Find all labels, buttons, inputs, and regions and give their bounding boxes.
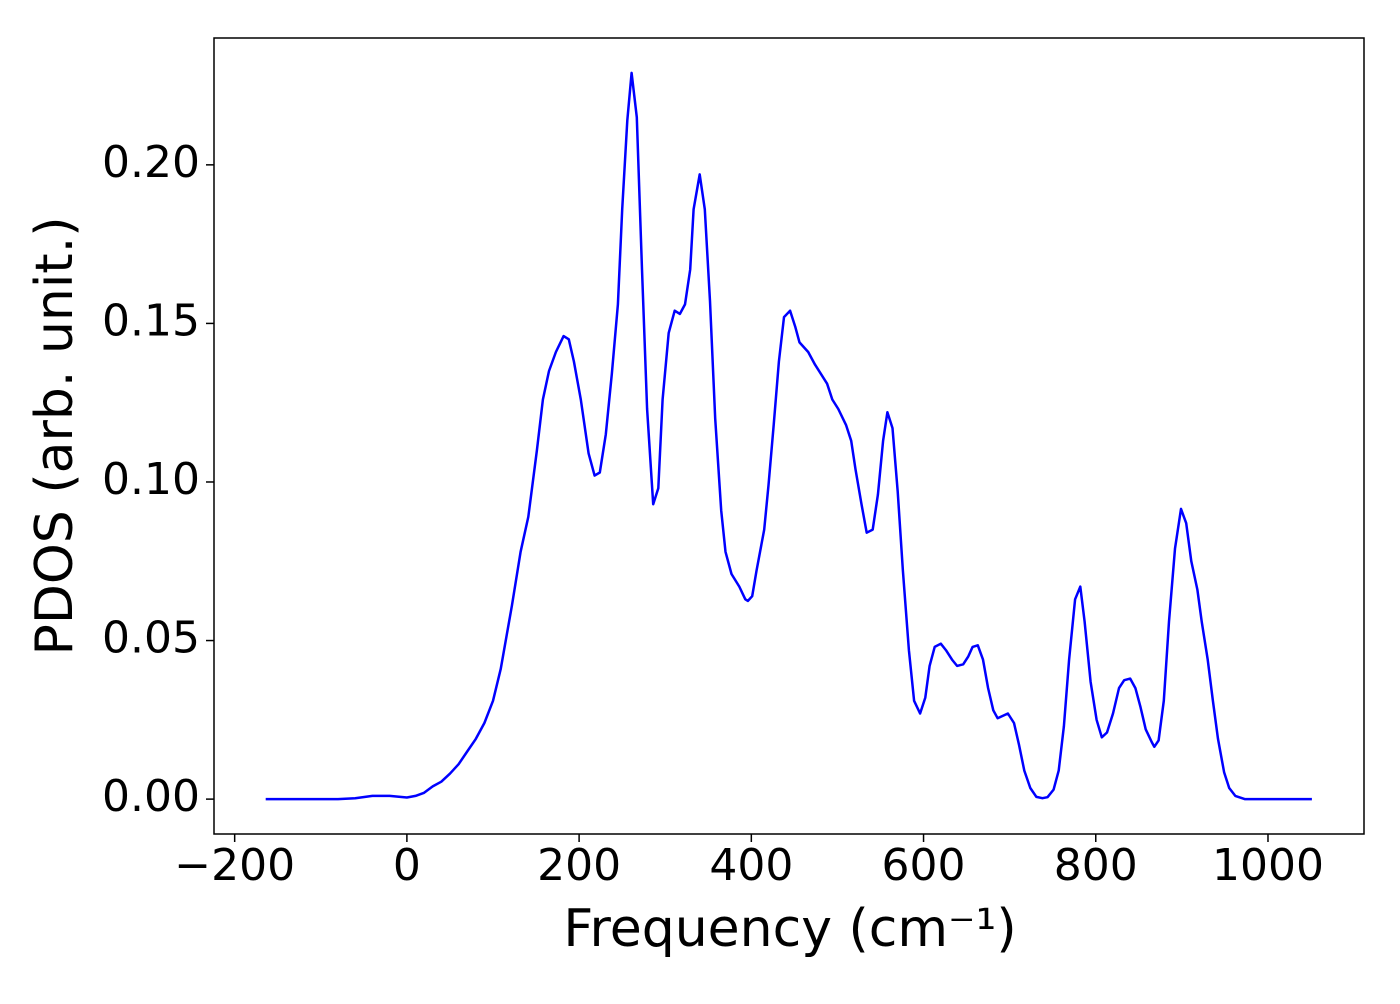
x-tick-label: 400 [709,840,793,891]
y-tick-label: 0.10 [102,454,200,505]
x-tick-label: 1000 [1212,840,1324,891]
x-tick-label: 600 [882,840,966,891]
y-axis-label: PDOS (arb. unit.) [25,216,85,655]
x-tick-label: 0 [393,840,421,891]
y-tick-label: 0.05 [102,613,200,664]
y-tick-label: 0.15 [102,295,200,346]
y-tick-label: 0.20 [102,137,200,188]
x-axis-label: Frequency (cm⁻¹) [563,899,1016,959]
data-line [265,71,1312,801]
plot-frame [213,37,1365,835]
x-tick-label: 800 [1054,840,1138,891]
y-tick-label: 0.00 [102,771,200,822]
x-tick-label: 200 [537,840,621,891]
x-tick-label: −200 [174,840,295,891]
